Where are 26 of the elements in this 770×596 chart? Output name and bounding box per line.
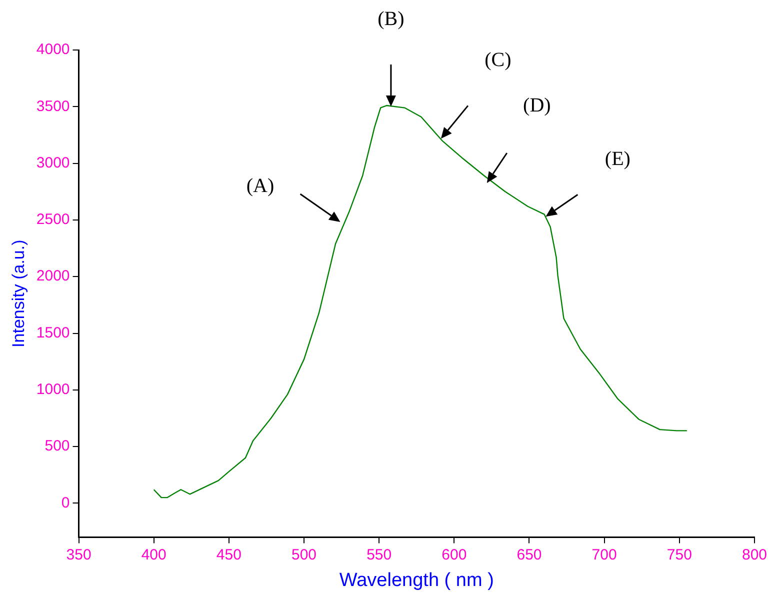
y-tick-label: 3000: [36, 154, 70, 172]
y-tick-label: 1500: [36, 324, 70, 342]
x-tick-label: 350: [66, 546, 92, 564]
x-axis-title: Wavelength ( nm ): [339, 570, 494, 591]
y-tick-label: 4000: [36, 41, 70, 58]
y-axis-title: Intensity (a.u.): [8, 240, 28, 348]
y-tick-label: 0: [61, 494, 70, 512]
y-tick-label: 2500: [36, 211, 70, 228]
text: (B): [378, 8, 404, 30]
x-tick-label: 700: [592, 546, 617, 564]
y-tick-label: 1000: [36, 381, 70, 398]
x-tick-label: 750: [666, 546, 692, 564]
x-tick-label: 450: [216, 546, 242, 564]
y-tick-label: 3500: [36, 98, 70, 115]
x-tick-label: 400: [141, 546, 166, 564]
annotation: (E): [604, 148, 630, 170]
annotation: (D): [523, 94, 551, 116]
y-tick-label: 500: [44, 438, 70, 455]
x-tick-label: 600: [442, 546, 467, 564]
annotation: (A): [246, 175, 274, 198]
x-tick-label: 800: [742, 546, 767, 564]
y-tick-label: 2000: [36, 268, 70, 285]
x-tick-label: 550: [366, 546, 392, 564]
annotation: (C): [484, 48, 512, 71]
x-tick-label: 650: [516, 546, 542, 564]
x-tick-label: 500: [291, 546, 317, 564]
